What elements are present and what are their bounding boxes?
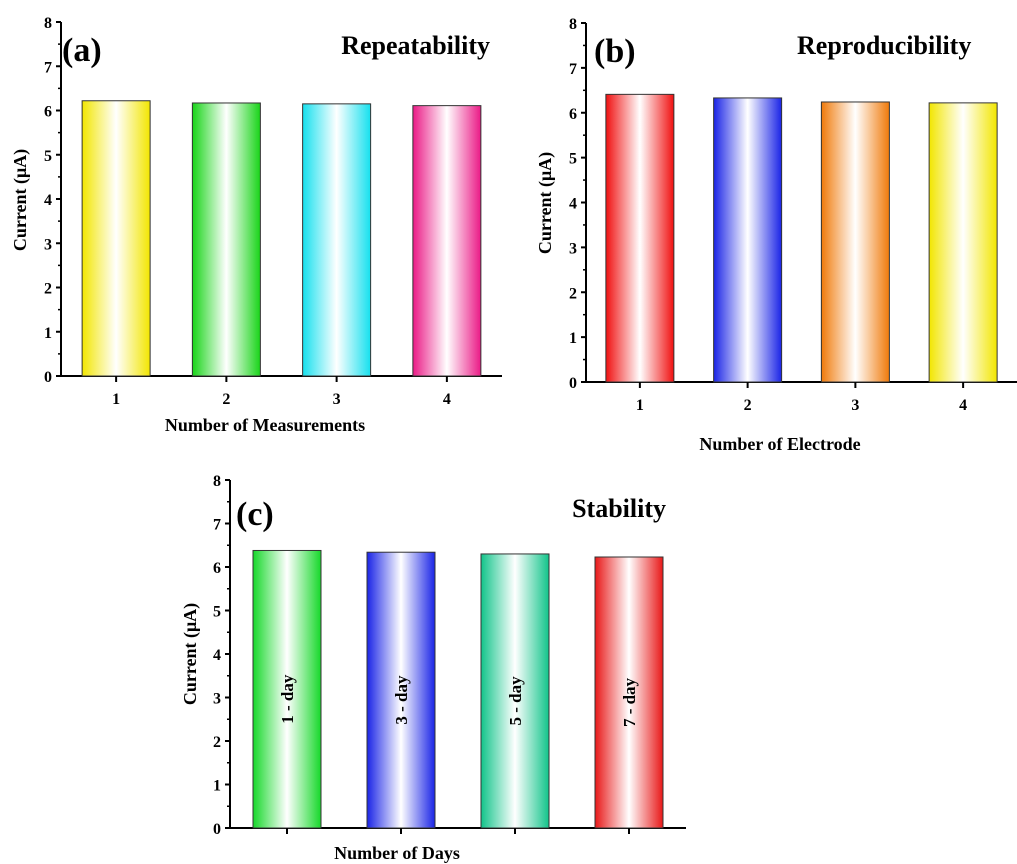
panel-c-x-axis-title: Number of Days xyxy=(334,843,460,863)
panel-a-x-tick-label: 4 xyxy=(443,391,451,408)
panel-b-y-tick-label: 1 xyxy=(569,330,577,347)
panel-c-y-tick-label: 1 xyxy=(213,778,221,795)
panel-a-x-axis-title: Number of Measurements xyxy=(165,415,365,435)
panel-c-bar-4 xyxy=(594,556,664,829)
panel-b-label: (b) xyxy=(594,33,636,70)
panel-c-bar-label-1: 1 - day xyxy=(278,674,297,724)
panel-a-y-tick-label: 0 xyxy=(44,369,52,386)
panel-c-y-axis-title: Current (μA) xyxy=(180,603,201,705)
panel-b-y-axis-title: Current (μA) xyxy=(535,152,556,254)
panel-a-title: Repeatability xyxy=(341,31,490,60)
panel-c-bar-label-2: 3 - day xyxy=(392,675,411,725)
panel-b-bar-3 xyxy=(820,101,890,383)
panel-a-y-tick-label: 8 xyxy=(44,15,52,32)
panel-c-y-tick-label: 3 xyxy=(213,691,221,708)
panel-b-y-tick-label: 0 xyxy=(569,375,577,392)
panel-b-y-tick-label: 7 xyxy=(569,61,577,78)
panel-a-y-tick-label: 7 xyxy=(44,59,52,76)
panel-a-bar-1 xyxy=(81,100,151,377)
panel-a-x-tick-label: 1 xyxy=(112,391,120,408)
panel-a-bar-4 xyxy=(412,105,482,377)
panel-c: (c) Stability Number of Days Current (μA… xyxy=(180,473,686,863)
panel-a-x-tick-label: 2 xyxy=(222,391,230,408)
panel-c-y-tick-label: 5 xyxy=(213,604,221,621)
panel-b-bar-1 xyxy=(605,93,675,383)
panel-a-y-tick-label: 4 xyxy=(44,192,52,209)
panel-a-y-tick-label: 6 xyxy=(44,104,52,121)
panel-c-label: (c) xyxy=(236,496,274,533)
panel-b-y-tick-label: 5 xyxy=(569,151,577,168)
panel-b-bar-4 xyxy=(928,102,998,383)
panel-b-y-tick-label: 2 xyxy=(569,285,577,302)
panel-b-y-tick-label: 4 xyxy=(569,196,577,213)
panel-b-bar-2 xyxy=(713,97,783,383)
panel-b-y-tick-label: 8 xyxy=(569,16,577,33)
panel-a-y-tick-label: 2 xyxy=(44,281,52,298)
panel-b-x-axis-title: Number of Electrode xyxy=(699,434,860,454)
panel-c-y-tick-label: 2 xyxy=(213,734,221,751)
panel-a-x-tick-label: 3 xyxy=(333,391,341,408)
panel-a-y-axis-title: Current (μA) xyxy=(10,149,31,251)
panel-b: (b) Reproducibility Number of Electrode … xyxy=(535,16,1017,454)
panel-b-y-tick-label: 6 xyxy=(569,106,577,123)
panel-a-label: (a) xyxy=(62,32,102,69)
panel-a-bar-3 xyxy=(302,103,372,377)
panel-c-bar-label-3: 5 - day xyxy=(506,676,525,726)
panel-a-y-tick-label: 5 xyxy=(44,148,52,165)
panel-a-y-tick-label: 3 xyxy=(44,236,52,253)
panel-c-title: Stability xyxy=(572,494,666,523)
panel-b-x-tick-label: 4 xyxy=(959,397,967,414)
panel-a: (a) Repeatability Number of Measurements… xyxy=(10,15,502,435)
panel-a-bar-2 xyxy=(191,102,261,377)
panel-c-bar-1 xyxy=(252,549,322,829)
panel-c-y-tick-label: 6 xyxy=(213,560,221,577)
panel-b-x-tick-label: 1 xyxy=(636,397,644,414)
panel-c-y-tick-label: 4 xyxy=(213,647,221,664)
panel-c-y-tick-label: 7 xyxy=(213,517,221,534)
panel-a-y-tick-label: 1 xyxy=(44,325,52,342)
panel-c-bar-label-4: 7 - day xyxy=(620,677,639,727)
panel-c-y-tick-label: 0 xyxy=(213,821,221,838)
panel-b-title: Reproducibility xyxy=(797,31,971,60)
panel-b-x-tick-label: 2 xyxy=(744,397,752,414)
panel-c-y-tick-label: 8 xyxy=(213,473,221,490)
panel-c-bar-3 xyxy=(480,553,550,829)
panel-b-x-tick-label: 3 xyxy=(851,397,859,414)
panel-b-y-tick-label: 3 xyxy=(569,240,577,257)
